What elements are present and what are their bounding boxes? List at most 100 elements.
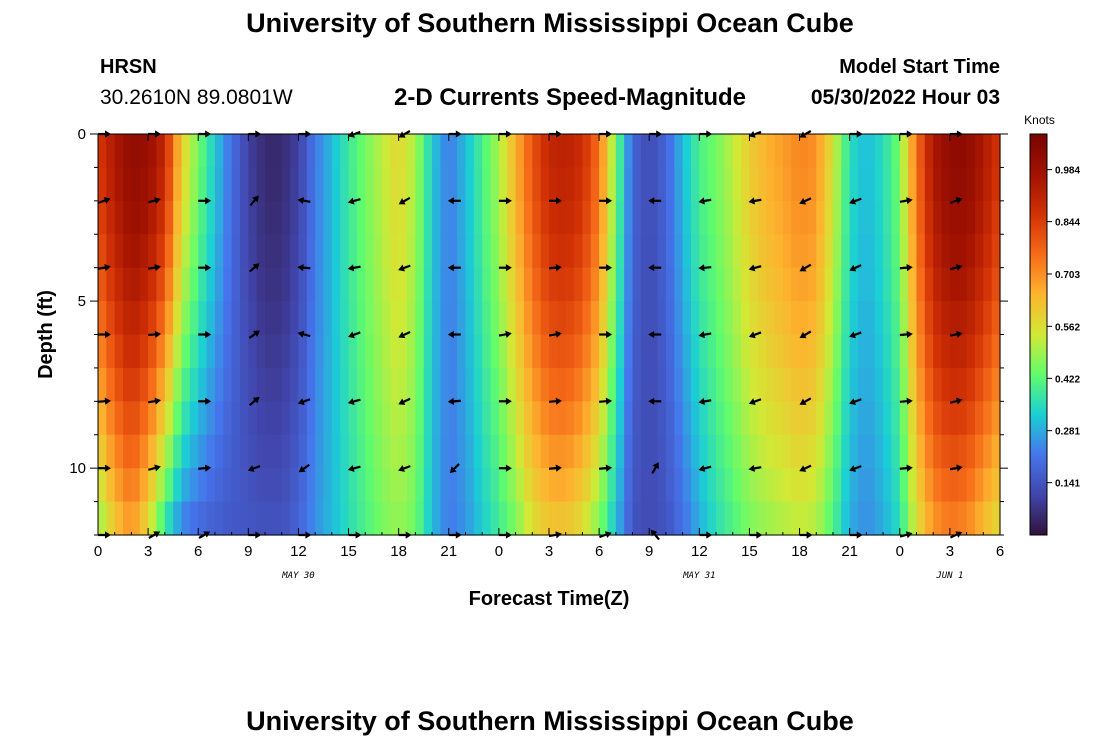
heatmap-cell bbox=[181, 468, 191, 503]
heatmap-cell bbox=[306, 200, 316, 235]
heatmap-cell bbox=[198, 468, 208, 503]
heatmap-cell bbox=[766, 134, 776, 169]
heatmap-cell bbox=[273, 334, 283, 369]
heatmap-cell bbox=[239, 200, 249, 235]
heatmap-cell bbox=[390, 468, 400, 503]
heatmap-cell bbox=[816, 334, 826, 369]
heatmap-cell bbox=[356, 267, 366, 302]
heatmap-cell bbox=[532, 200, 542, 235]
heatmap-cell bbox=[891, 234, 901, 269]
heatmap-cell bbox=[390, 401, 400, 436]
current-vector bbox=[549, 197, 562, 205]
heatmap-cell bbox=[248, 301, 258, 336]
heatmap-cell bbox=[582, 267, 592, 302]
heatmap-cell bbox=[214, 334, 224, 369]
heatmap-cell bbox=[924, 167, 934, 202]
heatmap-cell bbox=[640, 301, 650, 336]
current-vector bbox=[148, 397, 161, 405]
heatmap-cell bbox=[824, 334, 834, 369]
heatmap-cell bbox=[665, 334, 675, 369]
heatmap-cell bbox=[298, 501, 308, 536]
heatmap-cell bbox=[348, 267, 358, 302]
x-tick-label: 15 bbox=[741, 543, 758, 560]
heatmap-cell bbox=[398, 134, 408, 169]
x-tick-label: 21 bbox=[440, 543, 457, 560]
heatmap-cell bbox=[549, 301, 558, 336]
heatmap-cell bbox=[958, 334, 968, 369]
heatmap-cell bbox=[265, 301, 274, 336]
heatmap-cell bbox=[248, 401, 258, 436]
heatmap-cell bbox=[774, 167, 784, 202]
heatmap-cell bbox=[540, 434, 550, 469]
current-vector bbox=[899, 197, 913, 205]
x-tick-label: 15 bbox=[340, 543, 357, 560]
heatmap-cell bbox=[98, 334, 107, 369]
heatmap-cell bbox=[256, 301, 266, 336]
heatmap-cell bbox=[331, 200, 341, 235]
heatmap-cell bbox=[690, 468, 700, 503]
heatmap-cell bbox=[432, 468, 442, 503]
heatmap-cell bbox=[699, 401, 709, 436]
heatmap-cell bbox=[448, 134, 458, 169]
model-start-label: Model Start Time bbox=[839, 56, 1000, 78]
heatmap-cell bbox=[373, 234, 383, 269]
heatmap-cell bbox=[640, 468, 650, 503]
heatmap-cell bbox=[181, 401, 191, 436]
heatmap-cell bbox=[565, 200, 575, 235]
heatmap-cell bbox=[248, 501, 258, 536]
heatmap-cell bbox=[549, 468, 558, 503]
heatmap-cell bbox=[716, 334, 725, 369]
heatmap-cell bbox=[640, 134, 650, 169]
heatmap-cell bbox=[490, 501, 500, 536]
heatmap-cell bbox=[173, 367, 183, 402]
heatmap-cell bbox=[582, 334, 592, 369]
heatmap-cell bbox=[599, 501, 609, 536]
heatmap-cell bbox=[398, 334, 408, 369]
heatmap-cell bbox=[181, 234, 191, 269]
current-vector bbox=[648, 330, 662, 339]
heatmap-cell bbox=[415, 401, 425, 436]
heatmap-cell bbox=[356, 301, 366, 336]
heatmap-cell bbox=[866, 200, 876, 235]
heatmap-cell bbox=[966, 468, 976, 503]
heatmap-cell bbox=[331, 234, 341, 269]
heatmap-cell bbox=[549, 267, 558, 302]
heatmap-cell bbox=[457, 134, 467, 169]
heatmap-cell bbox=[256, 200, 266, 235]
heatmap-cell bbox=[557, 134, 567, 169]
heatmap-cell bbox=[457, 200, 467, 235]
current-vector bbox=[198, 197, 212, 205]
heatmap-cell bbox=[799, 301, 809, 336]
heatmap-cell bbox=[148, 468, 158, 503]
heatmap-cell bbox=[432, 301, 442, 336]
heatmap-cell bbox=[699, 301, 709, 336]
y-axis-label: Depth (ft) bbox=[35, 290, 57, 379]
heatmap-cell bbox=[415, 334, 425, 369]
heatmap-cell bbox=[699, 167, 709, 202]
heatmap-cell bbox=[423, 501, 433, 536]
heatmap-cell bbox=[858, 334, 867, 369]
heatmap-cell bbox=[281, 301, 291, 336]
heatmap-cell bbox=[974, 301, 984, 336]
colorbar-gradient bbox=[1029, 133, 1048, 536]
heatmap-cell bbox=[782, 234, 792, 269]
heatmap-cell bbox=[858, 134, 867, 169]
heatmap-cell bbox=[198, 301, 208, 336]
heatmap-cell bbox=[832, 167, 842, 202]
heatmap-cell bbox=[891, 167, 901, 202]
heatmap-cell bbox=[114, 134, 124, 169]
heatmap-cell bbox=[991, 267, 1001, 302]
current-vector bbox=[599, 397, 613, 405]
heatmap-cell bbox=[532, 434, 542, 469]
heatmap-cell bbox=[933, 167, 943, 202]
heatmap-cell bbox=[949, 334, 959, 369]
heatmap-cell bbox=[356, 367, 366, 402]
heatmap-cell bbox=[916, 301, 926, 336]
heatmap-cell bbox=[306, 334, 316, 369]
heatmap-cell bbox=[874, 134, 884, 169]
heatmap-cell bbox=[515, 134, 525, 169]
heatmap-cell bbox=[315, 468, 325, 503]
main-title: University of Southern Mississippi Ocean… bbox=[246, 8, 854, 38]
colorbar-tick-label: 0.562 bbox=[1055, 322, 1080, 333]
heatmap-cell bbox=[908, 134, 918, 169]
